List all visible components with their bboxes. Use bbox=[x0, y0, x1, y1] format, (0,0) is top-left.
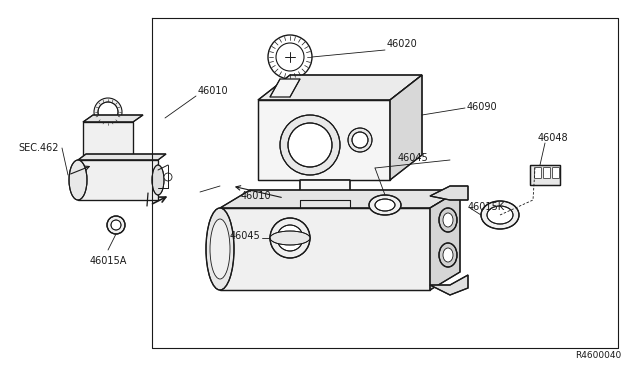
Text: 46010: 46010 bbox=[241, 191, 271, 201]
Ellipse shape bbox=[443, 213, 453, 227]
Text: SEC.462: SEC.462 bbox=[18, 143, 58, 153]
Text: 46045: 46045 bbox=[398, 153, 429, 163]
Text: 46045: 46045 bbox=[230, 231, 260, 241]
Ellipse shape bbox=[152, 165, 164, 195]
Circle shape bbox=[107, 216, 125, 234]
Text: 46020: 46020 bbox=[387, 39, 418, 49]
Ellipse shape bbox=[369, 195, 401, 215]
Polygon shape bbox=[430, 275, 468, 295]
Polygon shape bbox=[83, 115, 143, 122]
Polygon shape bbox=[220, 190, 460, 208]
Polygon shape bbox=[430, 186, 468, 200]
Circle shape bbox=[348, 128, 372, 152]
Polygon shape bbox=[78, 160, 158, 200]
Ellipse shape bbox=[443, 248, 453, 262]
Text: 46010: 46010 bbox=[198, 86, 228, 96]
FancyBboxPatch shape bbox=[534, 167, 541, 179]
Polygon shape bbox=[530, 165, 560, 185]
Ellipse shape bbox=[439, 243, 457, 267]
Polygon shape bbox=[270, 79, 300, 97]
Ellipse shape bbox=[69, 160, 87, 200]
Polygon shape bbox=[220, 208, 430, 290]
Circle shape bbox=[98, 102, 118, 122]
Polygon shape bbox=[390, 75, 422, 180]
Text: R4600040: R4600040 bbox=[575, 350, 621, 359]
Circle shape bbox=[288, 123, 332, 167]
Polygon shape bbox=[83, 122, 133, 160]
Polygon shape bbox=[258, 75, 422, 100]
Polygon shape bbox=[430, 190, 460, 290]
Ellipse shape bbox=[439, 208, 457, 232]
Ellipse shape bbox=[210, 219, 230, 279]
Ellipse shape bbox=[270, 231, 310, 245]
Text: 46090: 46090 bbox=[467, 102, 498, 112]
Circle shape bbox=[94, 98, 122, 126]
Circle shape bbox=[280, 115, 340, 175]
Text: 46015A: 46015A bbox=[90, 256, 127, 266]
FancyBboxPatch shape bbox=[543, 167, 550, 179]
Circle shape bbox=[352, 132, 368, 148]
Polygon shape bbox=[300, 180, 350, 200]
Text: 46015K: 46015K bbox=[468, 202, 505, 212]
Ellipse shape bbox=[375, 199, 395, 211]
Circle shape bbox=[111, 220, 121, 230]
Ellipse shape bbox=[481, 201, 519, 229]
Ellipse shape bbox=[487, 206, 513, 224]
Text: 46048: 46048 bbox=[538, 133, 568, 143]
Circle shape bbox=[164, 173, 172, 181]
Polygon shape bbox=[258, 100, 390, 180]
Polygon shape bbox=[78, 154, 166, 160]
Ellipse shape bbox=[206, 208, 234, 290]
FancyBboxPatch shape bbox=[552, 167, 559, 179]
Circle shape bbox=[270, 218, 310, 258]
Circle shape bbox=[277, 225, 303, 251]
